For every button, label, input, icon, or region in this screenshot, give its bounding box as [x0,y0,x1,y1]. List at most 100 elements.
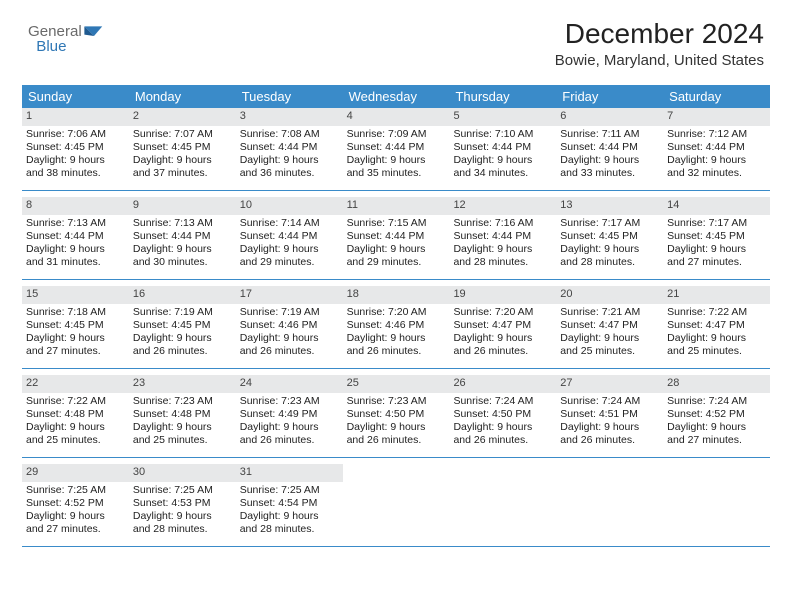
day-day1: Daylight: 9 hours [133,243,232,256]
day-body: Sunrise: 7:07 AMSunset: 4:45 PMDaylight:… [129,126,236,185]
day-number: 30 [129,464,236,482]
week-row: 15Sunrise: 7:18 AMSunset: 4:45 PMDayligh… [22,286,770,369]
day-body: Sunrise: 7:15 AMSunset: 4:44 PMDaylight:… [343,215,450,274]
day-sunset: Sunset: 4:48 PM [26,408,125,421]
day-sunset: Sunset: 4:45 PM [560,230,659,243]
day-day1: Daylight: 9 hours [347,154,446,167]
day-sunset: Sunset: 4:44 PM [133,230,232,243]
day-day2: and 29 minutes. [240,256,339,269]
day-day1: Daylight: 9 hours [560,154,659,167]
day-day2: and 26 minutes. [453,434,552,447]
day-cell: 6Sunrise: 7:11 AMSunset: 4:44 PMDaylight… [556,108,663,190]
day-sunset: Sunset: 4:44 PM [453,230,552,243]
brand-logo: General Blue [28,18,138,58]
day-body: Sunrise: 7:16 AMSunset: 4:44 PMDaylight:… [449,215,556,274]
day-number: 22 [22,375,129,393]
day-day1: Daylight: 9 hours [453,421,552,434]
day-sunrise: Sunrise: 7:16 AM [453,217,552,230]
day-day2: and 32 minutes. [667,167,766,180]
day-sunrise: Sunrise: 7:24 AM [453,395,552,408]
day-cell: 14Sunrise: 7:17 AMSunset: 4:45 PMDayligh… [663,197,770,279]
day-number: 24 [236,375,343,393]
day-sunrise: Sunrise: 7:22 AM [667,306,766,319]
day-day1: Daylight: 9 hours [560,421,659,434]
day-cell: 8Sunrise: 7:13 AMSunset: 4:44 PMDaylight… [22,197,129,279]
day-sunrise: Sunrise: 7:25 AM [240,484,339,497]
day-sunrise: Sunrise: 7:19 AM [240,306,339,319]
calendar-grid: Sunday Monday Tuesday Wednesday Thursday… [22,85,770,547]
day-body: Sunrise: 7:23 AMSunset: 4:49 PMDaylight:… [236,393,343,452]
day-body: Sunrise: 7:19 AMSunset: 4:46 PMDaylight:… [236,304,343,363]
day-cell: 3Sunrise: 7:08 AMSunset: 4:44 PMDaylight… [236,108,343,190]
day-day1: Daylight: 9 hours [240,421,339,434]
day-sunrise: Sunrise: 7:21 AM [560,306,659,319]
day-sunrise: Sunrise: 7:15 AM [347,217,446,230]
day-day1: Daylight: 9 hours [240,332,339,345]
day-day1: Daylight: 9 hours [347,332,446,345]
day-day1: Daylight: 9 hours [453,154,552,167]
day-body: Sunrise: 7:18 AMSunset: 4:45 PMDaylight:… [22,304,129,363]
day-day1: Daylight: 9 hours [667,243,766,256]
day-body: Sunrise: 7:08 AMSunset: 4:44 PMDaylight:… [236,126,343,185]
day-body: Sunrise: 7:21 AMSunset: 4:47 PMDaylight:… [556,304,663,363]
day-body: Sunrise: 7:25 AMSunset: 4:52 PMDaylight:… [22,482,129,541]
day-sunrise: Sunrise: 7:17 AM [560,217,659,230]
day-cell: 10Sunrise: 7:14 AMSunset: 4:44 PMDayligh… [236,197,343,279]
day-sunset: Sunset: 4:44 PM [560,141,659,154]
day-day2: and 26 minutes. [240,434,339,447]
day-sunset: Sunset: 4:47 PM [667,319,766,332]
day-day2: and 35 minutes. [347,167,446,180]
day-day1: Daylight: 9 hours [453,332,552,345]
day-header-row: Sunday Monday Tuesday Wednesday Thursday… [22,85,770,108]
day-sunrise: Sunrise: 7:11 AM [560,128,659,141]
day-header-friday: Friday [556,85,663,108]
day-number: 16 [129,286,236,304]
day-cell: 19Sunrise: 7:20 AMSunset: 4:47 PMDayligh… [449,286,556,368]
title-block: December 2024 Bowie, Maryland, United St… [555,18,764,69]
day-number: 1 [22,108,129,126]
day-body: Sunrise: 7:25 AMSunset: 4:53 PMDaylight:… [129,482,236,541]
day-sunset: Sunset: 4:46 PM [240,319,339,332]
day-cell: 30Sunrise: 7:25 AMSunset: 4:53 PMDayligh… [129,464,236,546]
day-cell [343,464,450,546]
day-sunset: Sunset: 4:48 PM [133,408,232,421]
day-sunset: Sunset: 4:52 PM [26,497,125,510]
day-cell: 17Sunrise: 7:19 AMSunset: 4:46 PMDayligh… [236,286,343,368]
day-day1: Daylight: 9 hours [560,243,659,256]
day-sunrise: Sunrise: 7:13 AM [133,217,232,230]
day-body: Sunrise: 7:19 AMSunset: 4:45 PMDaylight:… [129,304,236,363]
day-number: 23 [129,375,236,393]
day-sunrise: Sunrise: 7:23 AM [240,395,339,408]
day-sunrise: Sunrise: 7:12 AM [667,128,766,141]
day-day2: and 27 minutes. [667,434,766,447]
day-body: Sunrise: 7:24 AMSunset: 4:50 PMDaylight:… [449,393,556,452]
day-number: 19 [449,286,556,304]
day-sunset: Sunset: 4:45 PM [133,141,232,154]
day-number: 12 [449,197,556,215]
day-sunrise: Sunrise: 7:23 AM [347,395,446,408]
day-cell: 29Sunrise: 7:25 AMSunset: 4:52 PMDayligh… [22,464,129,546]
day-body: Sunrise: 7:10 AMSunset: 4:44 PMDaylight:… [449,126,556,185]
day-cell: 31Sunrise: 7:25 AMSunset: 4:54 PMDayligh… [236,464,343,546]
week-row: 8Sunrise: 7:13 AMSunset: 4:44 PMDaylight… [22,197,770,280]
day-number: 15 [22,286,129,304]
day-number [663,464,770,468]
day-cell: 4Sunrise: 7:09 AMSunset: 4:44 PMDaylight… [343,108,450,190]
day-day2: and 28 minutes. [560,256,659,269]
day-header-sunday: Sunday [22,85,129,108]
day-cell: 22Sunrise: 7:22 AMSunset: 4:48 PMDayligh… [22,375,129,457]
day-day1: Daylight: 9 hours [453,243,552,256]
day-sunrise: Sunrise: 7:24 AM [667,395,766,408]
day-body: Sunrise: 7:17 AMSunset: 4:45 PMDaylight:… [663,215,770,274]
day-body: Sunrise: 7:13 AMSunset: 4:44 PMDaylight:… [129,215,236,274]
day-sunset: Sunset: 4:44 PM [667,141,766,154]
day-day2: and 34 minutes. [453,167,552,180]
logo-icon: General Blue [28,18,138,58]
day-day2: and 26 minutes. [347,345,446,358]
day-number: 14 [663,197,770,215]
day-day1: Daylight: 9 hours [26,421,125,434]
day-cell: 7Sunrise: 7:12 AMSunset: 4:44 PMDaylight… [663,108,770,190]
day-cell: 16Sunrise: 7:19 AMSunset: 4:45 PMDayligh… [129,286,236,368]
day-day2: and 25 minutes. [133,434,232,447]
day-day2: and 28 minutes. [453,256,552,269]
